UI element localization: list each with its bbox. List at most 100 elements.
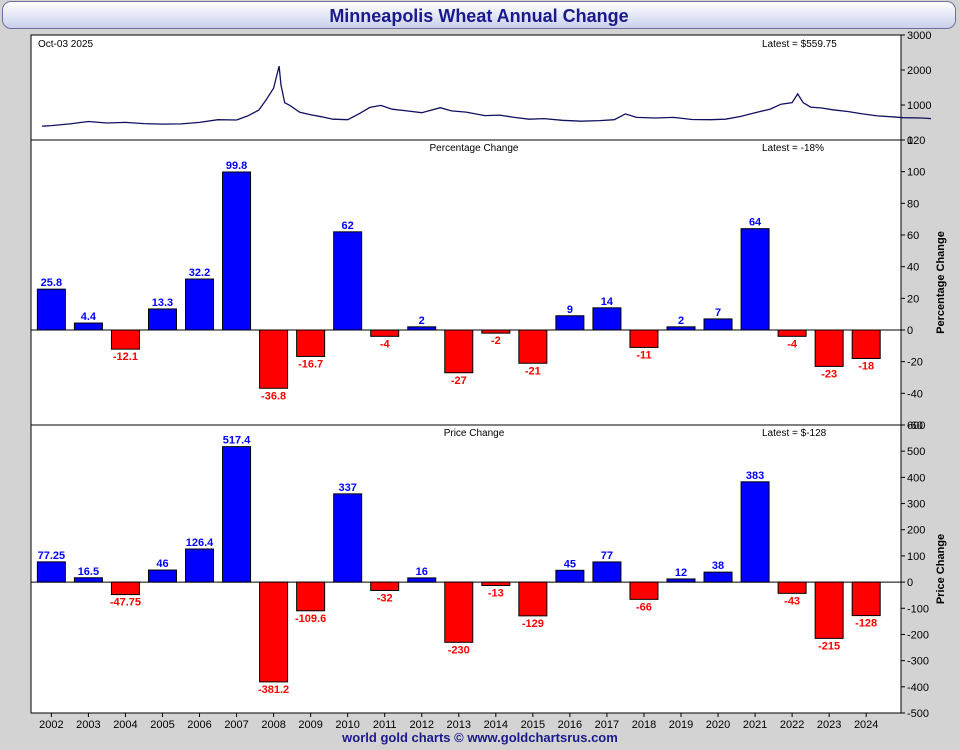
price-bar <box>296 581 326 612</box>
x-tick-label: 2016 <box>558 719 582 731</box>
x-tick-label: 2012 <box>409 719 433 731</box>
footer-credit: world gold charts © www.goldchartsrus.co… <box>342 730 618 745</box>
y-tick-label: -300 <box>907 656 929 668</box>
y-tick-label: 0 <box>907 325 913 337</box>
x-tick-label: 2013 <box>447 719 471 731</box>
price-bar <box>185 548 215 583</box>
x-tick-label: 2015 <box>521 719 545 731</box>
pct-bar <box>73 322 103 331</box>
pct-data-label: 14 <box>601 296 614 308</box>
price-bar <box>259 581 289 683</box>
pct-bar <box>666 326 696 331</box>
x-tick-label: 2024 <box>854 719 878 731</box>
price-data-label: -43 <box>784 595 800 607</box>
y-tick-label: -500 <box>907 708 929 720</box>
pct-data-label: -11 <box>636 349 651 361</box>
x-tick-label: 2018 <box>632 719 656 731</box>
price-data-label: -66 <box>636 601 652 613</box>
pct-bar <box>703 318 733 331</box>
y-tick-label: 0 <box>907 135 913 147</box>
pct-bar <box>296 329 326 357</box>
price-bar <box>481 581 511 586</box>
pct-bar <box>259 329 289 389</box>
price-data-label: -47.75 <box>110 597 141 609</box>
pct-bar <box>555 315 585 331</box>
pct-data-label: 62 <box>342 220 354 232</box>
pct-data-label: -18 <box>858 361 874 373</box>
price-data-label: 77 <box>601 550 613 562</box>
pct-bar <box>222 171 252 331</box>
pct-bar <box>740 228 770 331</box>
pct-data-label: -4 <box>787 338 798 350</box>
pct-bar <box>777 329 807 337</box>
pct-bar <box>407 326 437 331</box>
price-bar <box>851 581 881 617</box>
pct-data-label: 7 <box>715 307 721 319</box>
y-tick-label: 120 <box>907 135 925 147</box>
pct-data-label: 2 <box>419 315 425 327</box>
price-data-label: 16 <box>416 566 428 578</box>
pct-data-label: -23 <box>821 368 837 380</box>
price-line <box>42 65 932 127</box>
x-tick-label: 2020 <box>706 719 730 731</box>
pct-data-label: -4 <box>380 338 391 350</box>
x-tick-label: 2005 <box>150 719 174 731</box>
price-bar <box>222 446 252 583</box>
y-tick-label: 60 <box>907 230 919 242</box>
pct-subtitle: Percentage Change <box>430 143 519 154</box>
price-bar <box>36 561 66 583</box>
chart-title: Minneapolis Wheat Annual Change <box>2 1 956 29</box>
price-latest-label: Latest = $-128 <box>762 428 827 439</box>
x-tick-label: 2002 <box>39 719 63 731</box>
y-tick-label: -200 <box>907 629 929 641</box>
y-tick-label: -20 <box>907 357 923 369</box>
price-bar <box>444 581 474 643</box>
price-data-label: -128 <box>855 618 877 630</box>
x-tick-label: 2011 <box>373 719 397 731</box>
pct-bar <box>851 329 881 359</box>
price-bar <box>518 581 548 617</box>
y-axis-label: Price Change <box>935 534 947 604</box>
price-data-label: 77.25 <box>38 550 66 562</box>
y-tick-label: 300 <box>907 499 925 511</box>
x-tick-label: 2009 <box>298 719 322 731</box>
price-data-label: 383 <box>746 470 764 482</box>
x-tick-label: 2014 <box>484 719 508 731</box>
date-label: Oct-03 2025 <box>38 39 93 50</box>
x-tick-label: 2021 <box>743 719 767 731</box>
price-data-label: -13 <box>488 587 504 599</box>
pct-bar <box>185 278 215 331</box>
x-tick-label: 2003 <box>76 719 100 731</box>
price-bar <box>592 561 622 583</box>
pct-bar <box>518 329 548 364</box>
x-tick-label: 2008 <box>261 719 285 731</box>
pct-bar <box>629 329 659 348</box>
y-tick-label: 80 <box>907 198 919 210</box>
pct-data-label: -16.7 <box>298 358 323 370</box>
pct-bar <box>147 308 177 331</box>
pct-data-label: -36.8 <box>261 390 286 402</box>
pct-bar <box>814 329 844 367</box>
y-tick-label: -40 <box>907 388 923 400</box>
pct-bar <box>592 307 622 331</box>
price-bar <box>555 569 585 583</box>
y-tick-label: 500 <box>907 446 925 458</box>
pct-latest-label: Latest = -18% <box>762 143 824 154</box>
price-bar <box>407 577 437 583</box>
x-tick-label: 2006 <box>187 719 211 731</box>
price-bar <box>740 481 770 583</box>
pct-data-label: 4.4 <box>81 311 97 323</box>
pct-data-label: -27 <box>451 375 467 387</box>
y-tick-label: -60 <box>907 420 923 432</box>
y-tick-label: 100 <box>907 551 925 563</box>
price-data-label: 38 <box>712 560 724 572</box>
price-data-label: -109.6 <box>295 613 326 625</box>
price-bar <box>703 571 733 583</box>
x-tick-label: 2017 <box>595 719 619 731</box>
price-data-label: -381.2 <box>258 684 289 696</box>
pct-data-label: -21 <box>525 365 541 377</box>
pct-data-label: 13.3 <box>152 297 173 309</box>
price-bar <box>147 569 177 583</box>
